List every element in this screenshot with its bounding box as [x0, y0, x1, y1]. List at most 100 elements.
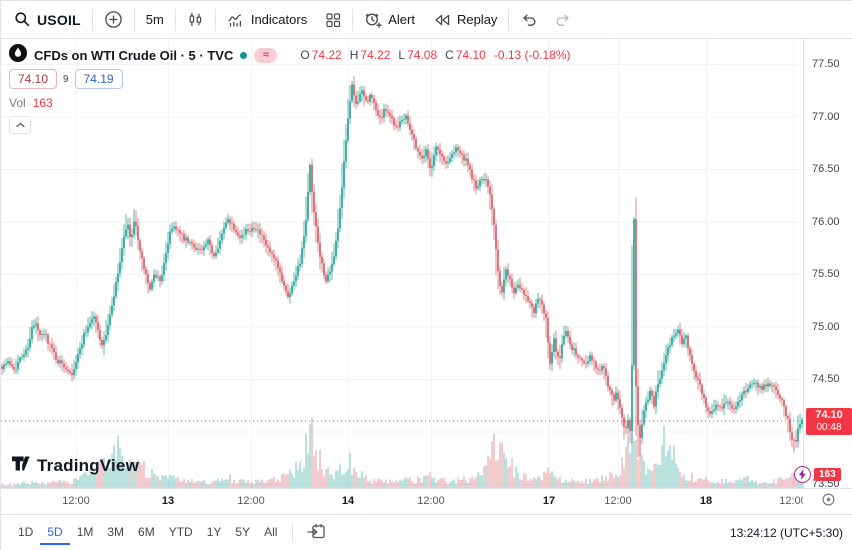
range-button-1d[interactable]: 1D	[18, 524, 34, 539]
price-axis-label: 75.50	[812, 268, 840, 280]
plus-circle-icon	[104, 10, 123, 29]
range-button-1y[interactable]: 1Y	[206, 524, 222, 539]
indicators-label: Indicators	[250, 12, 308, 27]
last-price-badge: 74.10 00:48	[806, 408, 852, 435]
interval-button[interactable]: 5m	[137, 1, 173, 39]
range-button-ytd[interactable]: YTD	[168, 524, 193, 539]
undo-icon	[520, 12, 537, 28]
range-button-1m[interactable]: 1M	[76, 524, 94, 539]
price-axis-label: 74.50	[812, 373, 840, 385]
toolbar-divider	[91, 8, 93, 31]
time-axis-label: 18	[699, 495, 713, 507]
price-axis-label: 77.00	[812, 110, 840, 123]
price-axis-label: 73.50	[812, 478, 840, 490]
alert-button[interactable]: Alert	[355, 1, 424, 39]
spread-value: 9	[63, 73, 69, 85]
low-value: 74.08	[407, 48, 438, 62]
calendar-arrow-icon	[307, 523, 326, 543]
tradingview-logo-icon	[11, 454, 32, 478]
indicators-button[interactable]: Indicators	[218, 1, 316, 39]
legend-title[interactable]: CFDs on WTI Crude Oil · 5 · TVC	[34, 47, 234, 63]
search-icon	[14, 11, 31, 28]
toolbar-divider	[508, 8, 510, 31]
delayed-data-badge[interactable]: ≈	[254, 47, 278, 63]
toolbar-divider	[292, 523, 294, 542]
low-label: L	[398, 48, 406, 62]
legend-collapse-button[interactable]	[9, 116, 31, 134]
layout-grid-button[interactable]	[316, 1, 350, 39]
symbol-logo	[9, 43, 27, 67]
buy-ask-button[interactable]: 74.19	[74, 69, 123, 89]
grid-layout-icon	[325, 12, 341, 28]
ohlc-values: O 74.22 H 74.22 L 74.08 C 74.10 -0.13 (-0.18…	[290, 48, 570, 62]
range-button-5y[interactable]: 5Y	[235, 524, 251, 539]
interval-label: 5m	[145, 12, 164, 27]
price-chart[interactable]	[1, 39, 803, 488]
chart-legend: CFDs on WTI Crude Oil · 5 · TVC ≈ O 74.22…	[9, 43, 571, 134]
price-axis-label: 76.00	[812, 215, 840, 228]
date-range-buttons: 1D 5D 1M 3M 6M YTD 1Y 5Y All	[11, 521, 284, 545]
indicators-icon	[227, 12, 245, 28]
open-label: O	[300, 48, 310, 62]
replay-icon	[433, 12, 451, 28]
clock-timezone-button[interactable]: 13:24:12 (UTC+5:30)	[729, 525, 843, 540]
high-value: 74.22	[360, 48, 391, 62]
bar-countdown: 00:48	[816, 422, 842, 433]
toolbar-divider	[174, 8, 176, 31]
toolbar-divider	[133, 8, 135, 31]
undo-button[interactable]	[511, 1, 546, 39]
volume-bars	[1, 418, 803, 488]
time-axis-label: 12:00	[779, 495, 807, 507]
quick-trade-lightning-icon[interactable]	[794, 466, 811, 483]
time-axis-label: 12:00	[604, 495, 632, 507]
market-status-dot-icon[interactable]	[240, 51, 248, 59]
range-button-6m[interactable]: 6M	[138, 524, 155, 539]
close-value: 74.10	[455, 48, 486, 62]
time-axis-label: 14	[341, 495, 355, 507]
compare-add-symbol-button[interactable]	[95, 1, 132, 39]
toolbar-divider	[352, 8, 354, 31]
volume-value: 163	[32, 96, 53, 110]
go-to-date-button[interactable]	[301, 521, 332, 545]
tradingview-watermark-text: TradingView	[37, 456, 140, 475]
candles	[1, 76, 803, 458]
last-price-value: 74.10	[815, 409, 843, 421]
volume-label: Vol	[9, 96, 26, 110]
alarm-clock-icon	[364, 11, 382, 28]
time-axis-label: 12:00	[62, 495, 90, 507]
time-axis-label: 17	[542, 495, 556, 507]
symbol-search-button[interactable]: USOIL	[5, 1, 90, 39]
close-label: C	[445, 48, 454, 62]
open-value: 74.22	[311, 48, 342, 62]
chevron-up-icon	[15, 116, 26, 134]
candlestick-style-icon	[187, 11, 204, 28]
chart-style-button[interactable]	[178, 1, 213, 39]
alert-label: Alert	[388, 12, 415, 27]
price-axis-label: 75.00	[812, 320, 840, 333]
replay-button[interactable]: Replay	[424, 1, 506, 39]
high-label: H	[349, 48, 359, 62]
redo-button[interactable]	[546, 1, 581, 39]
scales-settings-icon[interactable]	[821, 492, 836, 512]
price-axis-label: 77.50	[812, 58, 840, 70]
price-axis-label: 76.50	[812, 163, 840, 175]
tradingview-watermark[interactable]: TradingView	[11, 454, 139, 478]
volume-axis-badge: 163	[814, 468, 841, 481]
change-value: -0.13 (-0.18%)	[493, 48, 571, 62]
symbol-name: USOIL	[37, 11, 81, 28]
time-axis-label: 13	[161, 495, 175, 507]
price-axis[interactable]: 74.10 00:48 163 77.50 77.00 76.50 76.00 75.5…	[794, 39, 852, 514]
redo-icon	[555, 12, 572, 28]
chart-pane: CFDs on WTI Crude Oil · 5 · TVC ≈ O 74.22…	[1, 39, 803, 488]
range-button-all[interactable]: All	[264, 524, 278, 539]
top-toolbar: USOIL 5m Indicators Alert	[1, 1, 852, 39]
bottom-toolbar: 1D 5D 1M 3M 6M YTD 1Y 5Y All 13:24:12 (UTC+5:30)	[1, 514, 852, 550]
sell-bid-button[interactable]: 74.10	[9, 69, 57, 89]
axis-corner	[803, 488, 852, 514]
range-button-5d[interactable]: 5D	[40, 521, 70, 545]
time-axis-label: 12:00	[417, 495, 445, 507]
replay-label: Replay	[456, 12, 498, 27]
time-axis-label: 12:00	[237, 495, 265, 507]
range-button-3m[interactable]: 3M	[107, 524, 125, 539]
time-axis[interactable]: 12:00 13 12:00 14 12:00 17 12:00 18 12:00	[1, 488, 807, 514]
